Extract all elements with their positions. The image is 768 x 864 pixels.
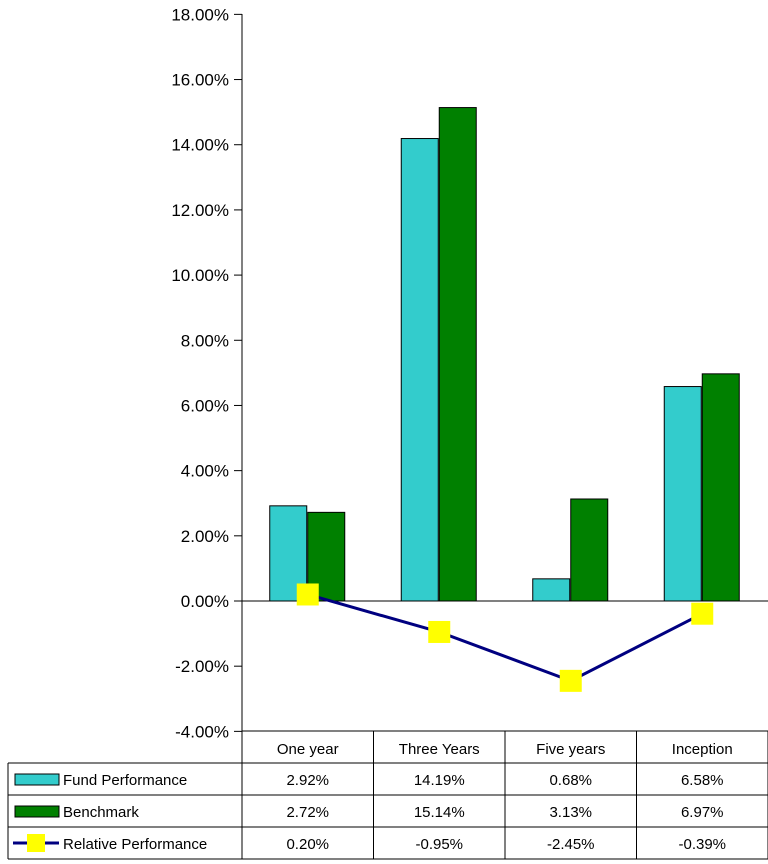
y-tick-label: 8.00% xyxy=(181,331,229,350)
legend-label-benchmark: Benchmark xyxy=(63,804,139,821)
data-label-benchmark: 15.14% xyxy=(414,804,465,821)
legend-label-fund-performance: Fund Performance xyxy=(63,772,187,789)
y-tick-label: 12.00% xyxy=(171,201,229,220)
data-label-relative-performance: -0.39% xyxy=(678,836,726,853)
data-label-relative-performance: 0.20% xyxy=(286,836,329,853)
data-label-fund-performance: 2.92% xyxy=(286,772,329,789)
bars xyxy=(269,107,740,602)
y-tick-label: 6.00% xyxy=(181,396,229,415)
y-tick-label: 10.00% xyxy=(171,266,229,285)
relative-performance-line xyxy=(296,583,714,692)
relative-performance-series-line xyxy=(307,593,703,683)
data-label-relative-performance: -2.45% xyxy=(547,836,595,853)
x-category-label: Inception xyxy=(672,741,733,758)
data-label-fund-performance: 14.19% xyxy=(414,772,465,789)
y-tick-label: -2.00% xyxy=(175,657,229,676)
x-category-label: One year xyxy=(277,741,339,758)
legend-swatch-fund-performance xyxy=(14,773,60,786)
y-tick-label: -4.00% xyxy=(175,722,229,741)
data-label-fund-performance: 6.58% xyxy=(681,772,724,789)
y-tick-label: 2.00% xyxy=(181,527,229,546)
y-tick-label: 14.00% xyxy=(171,136,229,155)
y-tick-label: 0.00% xyxy=(181,592,229,611)
y-axis: 18.00% 16.00% 14.00% 12.00% 10.00% 8.00% 6.00%… xyxy=(171,5,768,741)
bar-fund-performance xyxy=(663,386,702,602)
bar-benchmark xyxy=(570,498,609,602)
relative-performance-point xyxy=(428,620,451,643)
bar-benchmark xyxy=(701,373,740,602)
bar-fund-performance xyxy=(400,138,439,602)
bar-benchmark xyxy=(438,107,477,602)
relative-performance-point xyxy=(559,669,582,692)
data-label-benchmark: 2.72% xyxy=(286,804,329,821)
x-category-label: Three Years xyxy=(399,741,480,758)
relative-performance-point xyxy=(691,602,714,625)
legend-marker-relative-performance xyxy=(27,834,45,852)
data-table: One year Three Years Five years Inception Fu… xyxy=(7,730,768,860)
data-label-benchmark: 3.13% xyxy=(549,804,592,821)
y-tick-label: 18.00% xyxy=(171,5,229,24)
relative-performance-point xyxy=(296,583,319,606)
y-tick-label: 16.00% xyxy=(171,71,229,90)
data-label-relative-performance: -0.95% xyxy=(415,836,463,853)
x-category-label: Five years xyxy=(536,741,605,758)
legend-label-relative-performance: Relative Performance xyxy=(63,836,207,853)
y-tick-label: 4.00% xyxy=(181,462,229,481)
bar-fund-performance xyxy=(532,578,571,602)
legend-swatch-benchmark xyxy=(14,805,60,818)
data-label-fund-performance: 0.68% xyxy=(549,772,592,789)
data-label-benchmark: 6.97% xyxy=(681,804,724,821)
